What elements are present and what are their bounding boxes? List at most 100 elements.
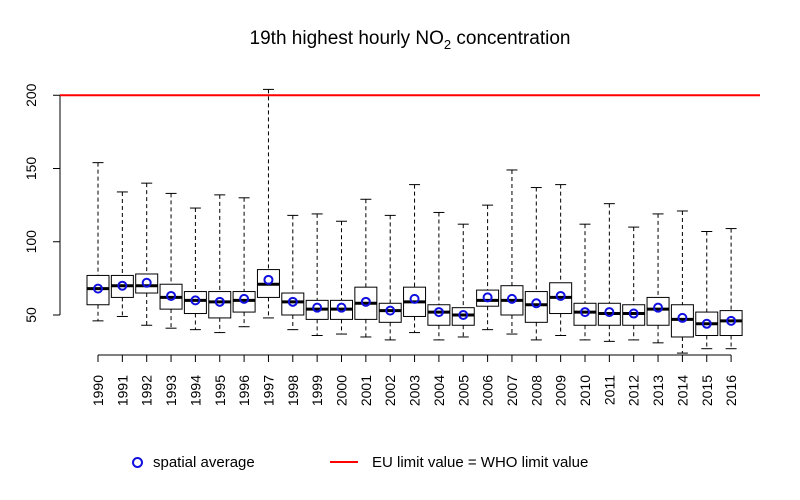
x-tick-label: 2001 — [358, 375, 374, 406]
x-tick-label: 2010 — [577, 375, 593, 406]
legend-label-spatial-average: spatial average — [153, 453, 255, 471]
x-tick-label: 1996 — [236, 375, 252, 406]
box-1991 — [110, 191, 134, 317]
title-prefix: 19th highest hourly NO — [249, 28, 444, 49]
x-tick-label: 1995 — [212, 375, 228, 406]
x-tick-label: 1994 — [187, 375, 203, 406]
legend-label-limit-value: EU limit value = WHO limit value — [372, 453, 589, 471]
mean-marker — [93, 283, 103, 294]
box-2013 — [646, 213, 670, 344]
mean-marker — [166, 290, 177, 301]
x-tick-label: 2009 — [553, 375, 569, 406]
box-2007 — [500, 169, 524, 335]
mean-marker — [653, 302, 664, 313]
box-2000 — [330, 220, 353, 335]
box-1999 — [305, 213, 329, 337]
legend-item-spatial-average: spatial average — [132, 452, 255, 472]
box-2015 — [695, 230, 719, 350]
box-rect — [427, 304, 451, 326]
mean-marker — [677, 312, 688, 323]
mean-marker — [312, 302, 323, 313]
x-tick-label: 1997 — [260, 375, 276, 406]
boxes — [86, 88, 743, 354]
x-tick-label: 1990 — [90, 375, 106, 406]
box-rect — [183, 291, 207, 315]
mean-marker — [726, 315, 737, 326]
y-tick-label: 200 — [23, 83, 39, 107]
y-tick-label: 50 — [23, 307, 39, 323]
mean-marker — [360, 296, 371, 307]
box-1994 — [183, 207, 207, 331]
box-rect — [208, 291, 232, 319]
mean-marker — [239, 293, 250, 304]
x-tick-label: 1998 — [285, 375, 301, 406]
x-tick-label: 2005 — [455, 375, 471, 406]
box-2010 — [573, 223, 597, 341]
box-1992 — [135, 182, 159, 326]
mean-marker — [506, 293, 517, 304]
mean-marker — [214, 296, 225, 307]
box-2014 — [670, 210, 694, 354]
title-subscript: 2 — [443, 36, 452, 52]
box-2002 — [378, 214, 402, 341]
mean-marker — [628, 308, 639, 319]
mean-marker — [263, 274, 274, 285]
axes: 50 100 150 200 1990 1991 1992 1993 1994 1995 1996 1… — [23, 83, 739, 406]
box-2011 — [597, 203, 621, 342]
x-tick-label: 1991 — [114, 375, 130, 406]
x-tick-label: 2006 — [480, 375, 496, 406]
mean-marker — [458, 310, 469, 320]
mean-marker — [409, 293, 420, 304]
box-rect — [476, 289, 500, 307]
title-suffix: concentration — [451, 28, 571, 49]
box-2005 — [451, 223, 475, 338]
box-2006 — [476, 204, 500, 331]
legend-item-limit-value: EU limit value = WHO limit value — [330, 452, 588, 472]
box-2004 — [427, 211, 451, 341]
box-1993 — [159, 192, 183, 329]
box-2012 — [622, 226, 646, 341]
x-tick-label: 2016 — [723, 375, 739, 406]
mean-marker — [555, 290, 566, 301]
mean-marker — [433, 307, 444, 318]
box-1995 — [208, 194, 232, 334]
red-line-icon — [330, 461, 358, 463]
box-rect — [135, 273, 159, 294]
mean-marker — [141, 277, 152, 288]
mean-marker — [336, 302, 347, 313]
y-tick-label: 100 — [23, 230, 39, 254]
mean-marker — [531, 298, 542, 309]
x-tick-label: 2011 — [601, 375, 617, 405]
box-2009 — [549, 184, 573, 337]
mean-marker — [701, 318, 712, 329]
x-tick-label: 2004 — [431, 375, 447, 406]
x-tick-label: 2000 — [334, 375, 350, 406]
x-tick-label: 1999 — [309, 375, 325, 406]
mean-marker — [117, 280, 128, 291]
x-tick-label: 1993 — [163, 375, 179, 406]
box-1998 — [281, 214, 305, 331]
box-2001 — [354, 198, 378, 338]
y-tick-label: 150 — [23, 157, 39, 181]
box-2003 — [403, 184, 427, 334]
x-tick-label: 2007 — [504, 375, 520, 406]
x-tick-label: 2002 — [382, 375, 398, 406]
x-tick-label: 2012 — [626, 375, 642, 406]
mean-marker — [287, 296, 298, 307]
box-1996 — [232, 197, 256, 328]
chart-title: 19th highest hourly NO2 concentration — [0, 28, 800, 52]
box-rect — [281, 292, 305, 316]
mean-marker — [482, 292, 493, 303]
x-tick-label: 2015 — [699, 375, 715, 406]
mean-marker — [385, 305, 396, 316]
x-tick-label: 2013 — [650, 375, 666, 406]
mean-marker — [604, 307, 615, 318]
box-1997 — [256, 88, 280, 319]
box-1990 — [86, 162, 110, 322]
box-rect — [573, 302, 597, 326]
box-2016 — [719, 228, 743, 350]
mean-marker — [580, 307, 590, 318]
circle-marker-icon — [132, 456, 143, 468]
x-tick-label: 1992 — [139, 375, 155, 406]
x-tick-label: 2014 — [674, 375, 690, 406]
